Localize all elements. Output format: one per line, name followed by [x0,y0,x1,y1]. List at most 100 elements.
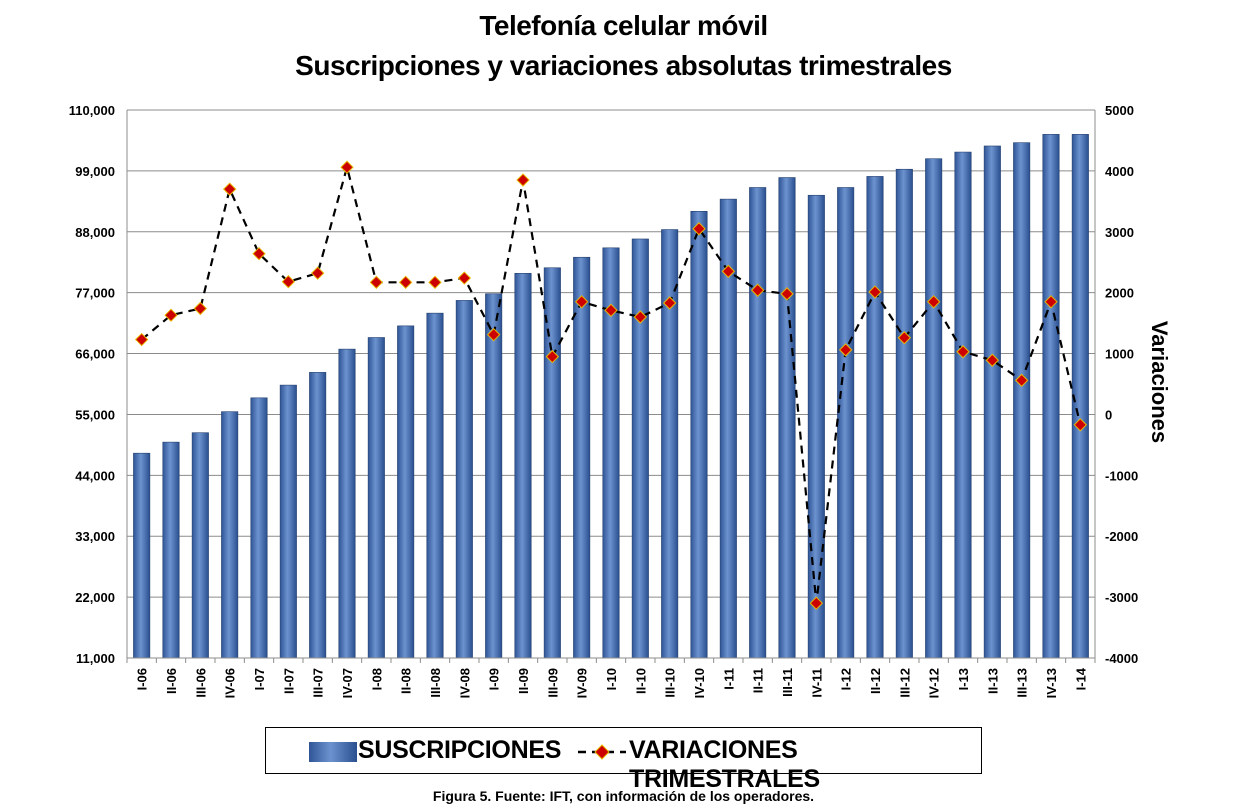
x-tick-label: IV-09 [575,668,590,698]
variation-point-IV-10 [692,222,706,236]
y-left-tick-label: 99,000 [75,164,115,179]
x-tick-label: II-08 [399,668,414,694]
bar-I-13 [954,151,972,659]
y-left-tick-label: 33,000 [75,529,115,544]
x-tick-label: II-10 [633,668,648,694]
bar-I-06 [133,452,151,659]
x-tick-label: III-11 [780,668,795,697]
bar-II-12 [866,176,884,659]
variation-point-IV-07 [340,160,354,174]
bar-III-08 [426,312,444,659]
x-tick-label: IV-13 [1044,668,1059,698]
x-tick-label: III-08 [428,668,443,698]
x-tick-label: II-07 [281,668,296,694]
variation-point-II-11 [750,283,765,297]
variation-point-I-10 [604,303,618,318]
variation-point-III-10 [662,296,677,310]
y-right-tick-label: 3000 [1105,225,1134,240]
y-left-tick-label: 44,000 [75,468,115,483]
variation-point-III-06 [193,301,208,316]
variation-point-III-13 [1014,373,1029,388]
variation-point-I-07 [252,246,266,261]
variation-point-I-12 [838,343,853,357]
x-tick-label: I-13 [956,668,971,690]
bar-I-09 [485,293,503,659]
variation-point-II-06 [164,308,178,322]
y-right-tick-label: 2000 [1105,286,1134,301]
x-tick-label: III-06 [193,668,208,698]
bar-II-13 [983,145,1001,659]
variation-point-I-09 [486,327,501,342]
figure-caption: Figura 5. Fuente: IFT, con información d… [432,788,815,804]
x-tick-label: III-09 [545,668,560,698]
x-tick-label: I-12 [839,668,854,690]
chart-title: Telefonía celular móvil [479,10,768,41]
x-tick-label: IV-07 [340,668,355,698]
variation-point-II-13 [985,353,1000,367]
bar-III-10 [661,229,679,659]
variation-point-I-13 [956,345,970,359]
y-right-tick-label: -2000 [1105,529,1138,544]
bar-II-07 [279,384,297,659]
x-tick-label: II-06 [164,668,179,694]
variation-point-IV-09 [574,295,589,309]
variation-point-III-09 [545,349,560,364]
variation-point-I-11 [721,264,736,279]
variation-point-I-06 [134,332,149,347]
x-tick-label: III-07 [311,668,326,698]
bar-IV-13 [1042,134,1060,659]
chart-legend: SUSCRIPCIONES VARIACIONES TRIMESTRALES [265,727,982,793]
x-tick-label: I-11 [721,668,736,690]
bar-II-06 [162,441,180,659]
bar-III-13 [1013,142,1031,659]
bar-IV-11 [807,194,825,659]
x-tick-label: III-10 [663,668,678,698]
x-tick-label: IV-11 [809,668,824,698]
x-tick-label: IV-10 [692,668,707,698]
variation-point-IV-12 [926,295,941,309]
variation-point-II-12 [868,285,882,299]
bar-IV-06 [221,411,239,659]
y-left-tick-label: 22,000 [75,590,115,605]
x-tick-label: I-14 [1073,667,1088,690]
variation-point-II-09 [516,173,530,187]
bar-II-11 [749,187,767,659]
y-right-tick-label: -1000 [1105,468,1138,483]
bar-IV-08 [455,300,473,659]
x-tick-label: I-09 [487,668,502,690]
variation-point-II-08 [398,275,413,290]
bar-II-08 [397,325,415,659]
variation-point-IV-08 [457,271,472,285]
y-left-tick-label: 55,000 [75,407,115,422]
x-tick-label: III-13 [1015,668,1030,698]
variation-point-IV-06 [222,182,237,196]
y-right-tick-label: -3000 [1105,590,1138,605]
x-tick-label: IV-08 [457,668,472,698]
x-tick-label: I-07 [252,668,267,690]
variation-point-II-10 [633,310,648,324]
y-right-tick-label: 1000 [1105,347,1134,362]
x-tick-label: IV-12 [927,668,942,698]
variation-point-III-12 [897,331,912,345]
variation-point-III-07 [310,266,325,280]
bar-IV-09 [573,256,591,659]
x-tick-label: II-09 [516,668,531,694]
variations-line [140,162,1082,604]
y-left-tick-label: 66,000 [75,347,115,362]
bar-IV-10 [690,210,708,659]
bar-II-10 [631,238,649,659]
bar-III-09 [543,267,561,659]
legend-label-subscriptions: SUSCRIPCIONES [358,736,562,764]
legend-bar-swatch [309,742,357,762]
bar-III-12 [895,168,913,659]
y-left-tick-label: 11,000 [76,651,115,666]
x-tick-label: I-10 [604,668,619,690]
y-right-tick-label: -4000 [1105,651,1138,666]
variation-point-III-08 [428,275,442,290]
x-tick-label: IV-06 [223,668,238,698]
variation-point-I-08 [369,275,384,290]
y-right-tick-label: 4000 [1105,164,1134,179]
variation-point-III-11 [780,287,794,301]
x-tick-label: II-12 [868,668,883,694]
